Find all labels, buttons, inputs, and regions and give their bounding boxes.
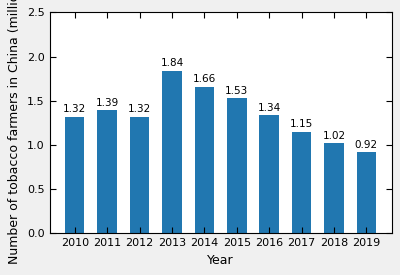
Text: 1.32: 1.32 [128,104,151,114]
Bar [357,152,376,233]
Bar [292,132,311,233]
Text: 1.02: 1.02 [322,131,346,141]
Bar [65,117,84,233]
Text: 1.53: 1.53 [225,86,248,96]
Text: 1.84: 1.84 [160,59,184,68]
Text: 1.34: 1.34 [258,103,281,113]
Bar [324,143,344,233]
Text: 0.92: 0.92 [355,140,378,150]
Text: 1.66: 1.66 [193,74,216,84]
Bar [227,98,246,233]
Bar [98,111,117,233]
Y-axis label: Number of tobacco farmers in China (million): Number of tobacco farmers in China (mill… [8,0,21,264]
Text: 1.39: 1.39 [96,98,119,108]
Bar [260,115,279,233]
Bar [195,87,214,233]
Bar [130,117,149,233]
Text: 1.32: 1.32 [63,104,86,114]
Text: 1.15: 1.15 [290,119,313,130]
Bar [162,71,182,233]
X-axis label: Year: Year [207,254,234,267]
